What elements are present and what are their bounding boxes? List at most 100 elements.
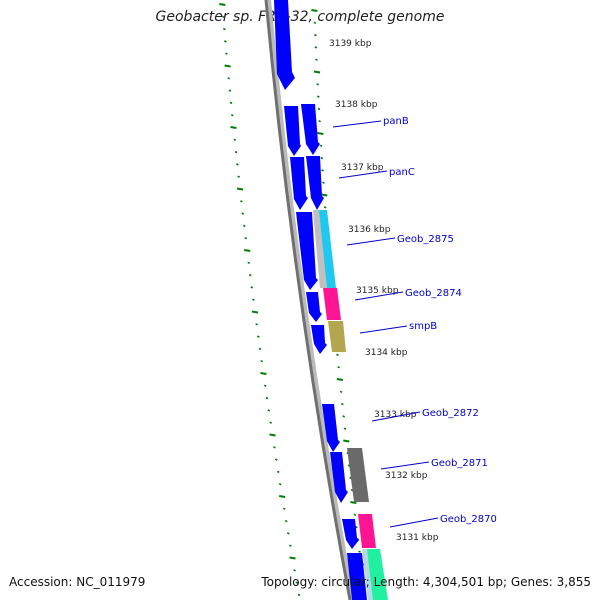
feature-geob-2870 bbox=[358, 514, 376, 548]
gene-label-leaders bbox=[332, 120, 439, 528]
tick-mark bbox=[236, 187, 244, 191]
kbp-label: 3139 kbp bbox=[329, 39, 372, 49]
gene-label-pan-c: panC bbox=[389, 167, 415, 178]
tick-mark bbox=[322, 181, 325, 184]
tick-mark bbox=[311, 9, 318, 12]
cds-arrow bbox=[306, 292, 322, 322]
tick-mark bbox=[282, 507, 286, 511]
tick-mark bbox=[267, 409, 271, 412]
cds-arrow bbox=[347, 553, 367, 600]
kbp-label: 3133 kbp bbox=[374, 410, 417, 420]
tick-mark bbox=[235, 163, 239, 166]
tick-mark bbox=[337, 365, 341, 369]
tick-mark bbox=[316, 95, 320, 98]
leader-geob-2874 bbox=[354, 291, 404, 301]
tick-mark bbox=[318, 119, 321, 123]
genome-backbone-core bbox=[264, 0, 352, 600]
tick-mark bbox=[255, 323, 258, 326]
gene-label-pan-b: panB bbox=[383, 116, 409, 127]
tick-mark bbox=[336, 378, 344, 381]
tick-mark bbox=[258, 347, 262, 351]
topology-label: Topology: circular; Length: 4,304,501 bp… bbox=[261, 575, 591, 589]
gene-label-smp-b: smpB bbox=[409, 321, 437, 332]
tick-mark bbox=[233, 138, 237, 142]
tick-mark bbox=[263, 384, 267, 388]
tick-mark bbox=[276, 470, 280, 474]
tick-mark bbox=[343, 439, 350, 443]
kbp-label: 3131 kbp bbox=[396, 533, 439, 543]
tick-mark bbox=[297, 593, 301, 597]
tick-mark bbox=[316, 83, 320, 86]
gene-label-geob-2870: Geob_2870 bbox=[440, 514, 497, 525]
tick-mark bbox=[229, 101, 233, 105]
tick-mark bbox=[279, 495, 286, 498]
tick-mark bbox=[225, 52, 228, 55]
tick-mark bbox=[228, 89, 232, 92]
leader-geob-2872 bbox=[371, 411, 421, 422]
leader-geob-2870 bbox=[389, 517, 439, 528]
tick-mark bbox=[323, 206, 327, 209]
cds-arrow-pan-b bbox=[301, 104, 320, 155]
gene-label-geob-2871: Geob_2871 bbox=[431, 458, 488, 469]
cds-arrow bbox=[342, 519, 359, 549]
tick-mark bbox=[321, 193, 328, 197]
tick-mark bbox=[265, 396, 269, 400]
tick-mark bbox=[284, 519, 288, 523]
cds-arrow bbox=[322, 404, 340, 452]
kbp-label: 3138 kbp bbox=[335, 100, 378, 110]
tick-mark bbox=[317, 132, 324, 135]
tick-mark bbox=[260, 372, 267, 375]
kbp-label: 3135 kbp bbox=[356, 286, 399, 296]
feature-aqua-edge bbox=[362, 549, 373, 600]
leader-pan-c bbox=[338, 170, 388, 179]
gene-label-geob-2872: Geob_2872 bbox=[422, 408, 479, 419]
tick-mark bbox=[269, 421, 272, 424]
cds-arrow bbox=[311, 325, 327, 354]
tick-mark bbox=[224, 64, 231, 68]
cds-arrow bbox=[284, 106, 301, 156]
accession-label: Accession: NC_011979 bbox=[9, 575, 146, 589]
tick-mark bbox=[339, 390, 343, 394]
feature-geob-2871 bbox=[347, 448, 369, 502]
tick-mark bbox=[251, 310, 259, 314]
tick-mark bbox=[247, 261, 251, 265]
tick-mark bbox=[230, 113, 234, 117]
feature-smp-b bbox=[328, 321, 346, 352]
cds-ring-outer bbox=[301, 104, 388, 600]
tick-mark bbox=[313, 21, 317, 25]
tick-mark bbox=[314, 46, 318, 49]
gene-label-geob-2874: Geob_2874 bbox=[405, 288, 462, 299]
gc-tick-ring-outer bbox=[219, 3, 301, 597]
leader-pan-b bbox=[332, 120, 382, 128]
tick-mark bbox=[222, 27, 226, 31]
feature-geob-2874 bbox=[323, 288, 341, 320]
cds-arrow-pan-c bbox=[306, 156, 324, 210]
tick-mark bbox=[269, 433, 276, 437]
cds-arrow bbox=[330, 452, 348, 503]
tick-mark bbox=[319, 144, 323, 148]
map-title: Geobacter sp. FRC-32, complete genome bbox=[155, 9, 445, 25]
tick-mark bbox=[244, 249, 251, 252]
tick-mark bbox=[260, 359, 264, 363]
leader-geob-2871 bbox=[380, 461, 430, 470]
tick-mark bbox=[278, 482, 282, 486]
tick-mark bbox=[343, 427, 347, 430]
tick-mark bbox=[219, 3, 226, 6]
tick-mark bbox=[342, 415, 346, 418]
tick-mark bbox=[289, 544, 292, 547]
tick-mark bbox=[313, 70, 321, 74]
tick-mark bbox=[221, 15, 225, 19]
tick-mark bbox=[350, 501, 357, 504]
tick-mark bbox=[224, 40, 227, 43]
tick-mark bbox=[353, 513, 357, 517]
tick-mark bbox=[242, 224, 246, 228]
tick-mark bbox=[321, 169, 324, 172]
kbp-label: 3132 kbp bbox=[385, 471, 428, 481]
kbp-label: 3137 kbp bbox=[341, 163, 384, 173]
tick-mark bbox=[234, 150, 238, 154]
cds-arrow bbox=[296, 212, 318, 290]
tick-mark bbox=[273, 446, 276, 449]
kbp-label: 3136 kbp bbox=[348, 225, 391, 235]
cds-arrow bbox=[290, 157, 308, 210]
